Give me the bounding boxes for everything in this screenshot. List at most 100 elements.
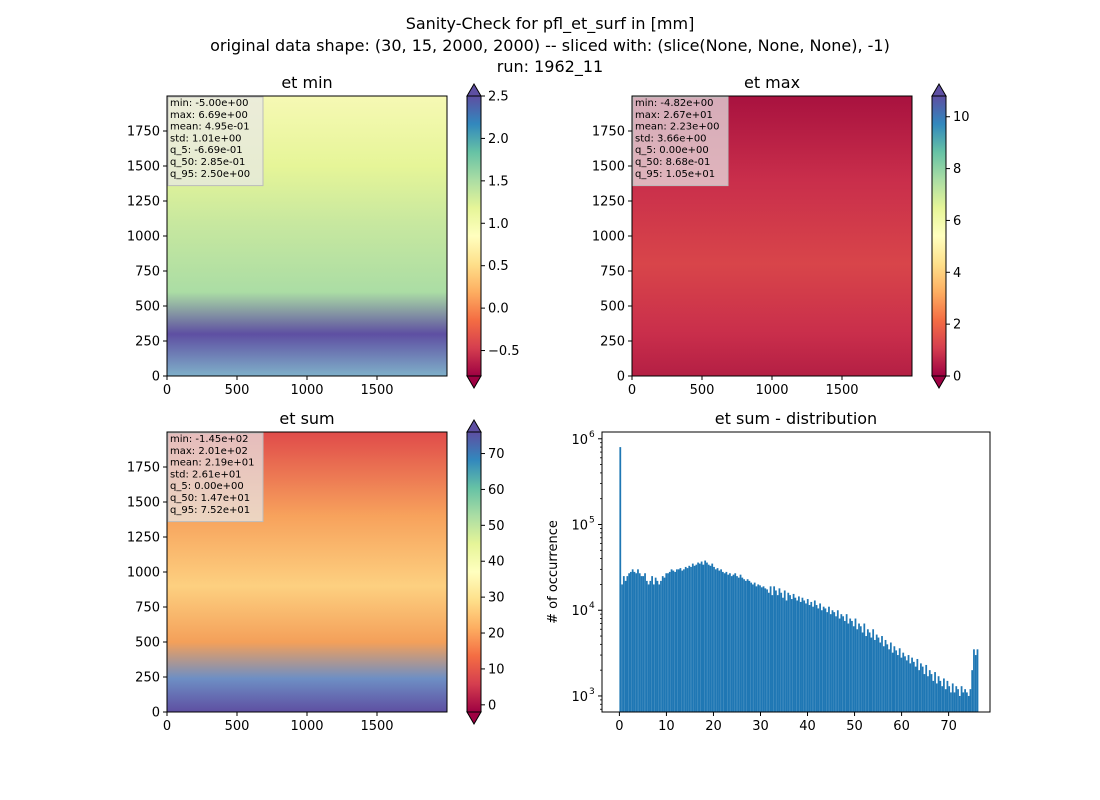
x-axis: 0 500 1000 1500 [163,376,394,398]
histogram-bar [958,695,961,712]
histogram-bars [619,447,979,712]
colorbar-tick-label: 2.5 [488,90,509,105]
histogram-bar [845,614,848,712]
y-tick-label: 250 [135,335,160,350]
histogram-bar [971,670,974,712]
histogram-bar [911,657,913,712]
histogram-bar [633,571,636,712]
panel-title: et min [281,73,332,92]
x-tick-label: 70 [940,719,957,734]
colorbar-tick-label: 6 [953,214,961,229]
histogram-bar [736,576,738,712]
histogram-bar [787,592,790,712]
histogram-bar [798,596,800,712]
x-tick-label: 50 [846,719,863,734]
histogram-bar [649,580,652,712]
y-tick-label: 1750 [592,125,625,140]
y-tick-label: 500 [135,300,160,315]
y-tick-label: 750 [135,601,160,616]
histogram-bar [660,580,662,712]
colorbar-tick-label: 10 [488,662,505,677]
x-tick-label: 1500 [825,383,858,398]
y-tick-label: 0 [617,370,625,385]
histogram-bar [973,649,975,712]
histogram-bar [714,569,717,712]
histogram-bar [893,646,896,712]
suptitle-line-1: Sanity-Check for pfl_et_surf in [mm] [406,14,695,34]
histogram-bar [831,610,834,712]
histogram-bar [783,590,786,712]
histogram-bar [773,586,776,712]
x-tick-label: 1000 [755,383,788,398]
y-tick-label: 0 [152,370,160,385]
histogram-bar [755,586,758,712]
histogram-bar [630,571,632,712]
suptitle-line-3: run: 1962_11 [497,57,603,77]
histogram-bar [619,447,622,712]
histogram-bar [898,648,901,712]
histogram-bar [962,692,965,712]
colorbar: 0 10 20 30 40 50 60 70 [466,419,505,725]
histogram-bar [661,576,664,712]
histogram-bar [759,585,761,712]
stats-line: max: 2.67e+01 [635,110,713,121]
histogram-bar [932,680,935,712]
histogram-bar [635,573,638,712]
y-tick-label: 1500 [592,160,625,175]
colorbar-gradient [467,96,481,376]
colorbar-tick-label: 8 [953,162,961,177]
y-tick-label: 1000 [127,230,160,245]
histogram-bar [900,657,903,712]
histogram-bar [925,664,928,712]
histogram-bar [953,692,956,712]
histogram-bar [656,580,659,712]
histogram-bar [637,569,639,712]
histogram-bar [663,577,666,712]
histogram-bar [721,571,724,712]
y-tick-label: 1500 [127,160,160,175]
colorbar-tick-label: 0.0 [488,302,509,317]
histogram-bar [907,655,910,712]
x-tick-label: 0 [615,719,623,734]
histogram-bar [819,603,821,712]
x-tick-label: 1000 [290,719,323,734]
histogram-bar [762,586,765,712]
colorbar-extend-min [931,375,947,389]
y-tick-label: 500 [600,300,625,315]
histogram-bar [741,577,744,712]
y-axis: 0 250 500 750 1000 1250 1500 1750 [127,125,167,385]
histogram-bar [668,571,671,712]
histogram-bar [812,606,814,712]
histogram-bar [914,666,917,712]
stats-line: min: -1.45e+02 [170,434,249,445]
histogram-bar [626,576,629,712]
histogram-bar [776,595,779,712]
colorbar-tick-label: 2.0 [488,132,509,147]
histogram-bar [865,636,867,712]
y-tick-exponent: 3 [589,687,595,697]
histogram-bar [854,618,857,712]
histogram-bar [909,663,912,712]
x-tick-label: 40 [799,719,816,734]
histogram-bar [727,574,730,712]
x-axis: 0 500 1000 1500 [628,376,859,398]
stats-line: mean: 2.19e+01 [170,458,254,469]
histogram-bar [674,571,676,712]
histogram-bar [746,579,749,712]
histogram-bar [884,639,887,712]
histogram-bar [624,580,627,712]
histogram-bar [937,676,940,712]
histogram-bar [711,563,714,712]
histogram-bar [829,614,832,712]
histogram-bar [941,686,944,712]
histogram-bar [928,670,931,712]
histogram-bar [743,579,745,712]
histogram-bar [653,584,655,712]
histogram-bar [638,573,641,712]
stats-line: q_95: 2.50e+00 [170,169,250,180]
histogram-bar [775,590,777,712]
histogram-bar [679,568,682,712]
y-axis-label: # of occurrence [546,520,561,624]
